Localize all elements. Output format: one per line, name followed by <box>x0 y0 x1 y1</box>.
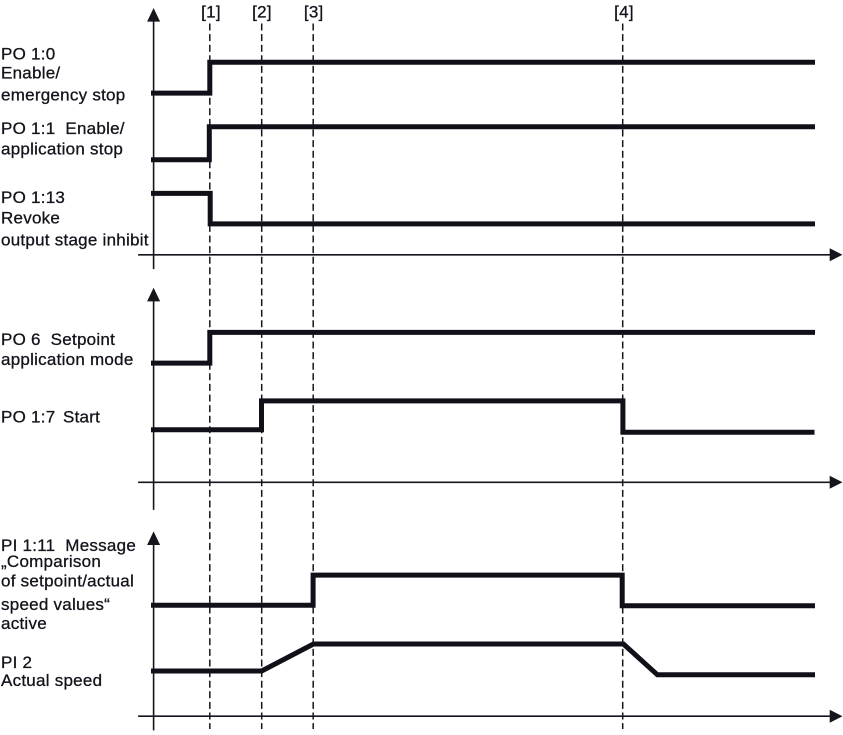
svg-text:application mode: application mode <box>1 350 134 369</box>
svg-text:emergency stop: emergency stop <box>1 86 125 105</box>
svg-text:[2]: [2] <box>252 2 272 21</box>
svg-text:speed values“: speed values“ <box>1 595 110 614</box>
svg-text:of setpoint/actual: of setpoint/actual <box>1 572 134 591</box>
svg-text:Enable/: Enable/ <box>1 63 60 82</box>
svg-text:PO 1:13: PO 1:13 <box>1 188 65 207</box>
svg-text:Actual speed: Actual speed <box>1 671 102 690</box>
svg-text:output stage inhibit: output stage inhibit <box>1 230 149 249</box>
svg-text:PI 2: PI 2 <box>1 653 32 672</box>
svg-text:„Comparison: „Comparison <box>1 552 101 571</box>
svg-text:PO 1:1 Enable/: PO 1:1 Enable/ <box>1 119 125 138</box>
svg-text:Revoke: Revoke <box>1 209 60 228</box>
svg-text:PI 1:11 Message: PI 1:11 Message <box>1 536 136 555</box>
svg-text:[4]: [4] <box>614 2 634 21</box>
svg-text:[1]: [1] <box>201 2 221 21</box>
svg-text:PO 6 Setpoint: PO 6 Setpoint <box>1 330 115 349</box>
svg-text:application stop: application stop <box>1 140 123 159</box>
svg-text:active: active <box>1 614 47 633</box>
svg-text:[3]: [3] <box>304 2 324 21</box>
svg-text:PO 1:7 Start: PO 1:7 Start <box>1 408 100 427</box>
svg-text:PO 1:0: PO 1:0 <box>1 45 55 64</box>
